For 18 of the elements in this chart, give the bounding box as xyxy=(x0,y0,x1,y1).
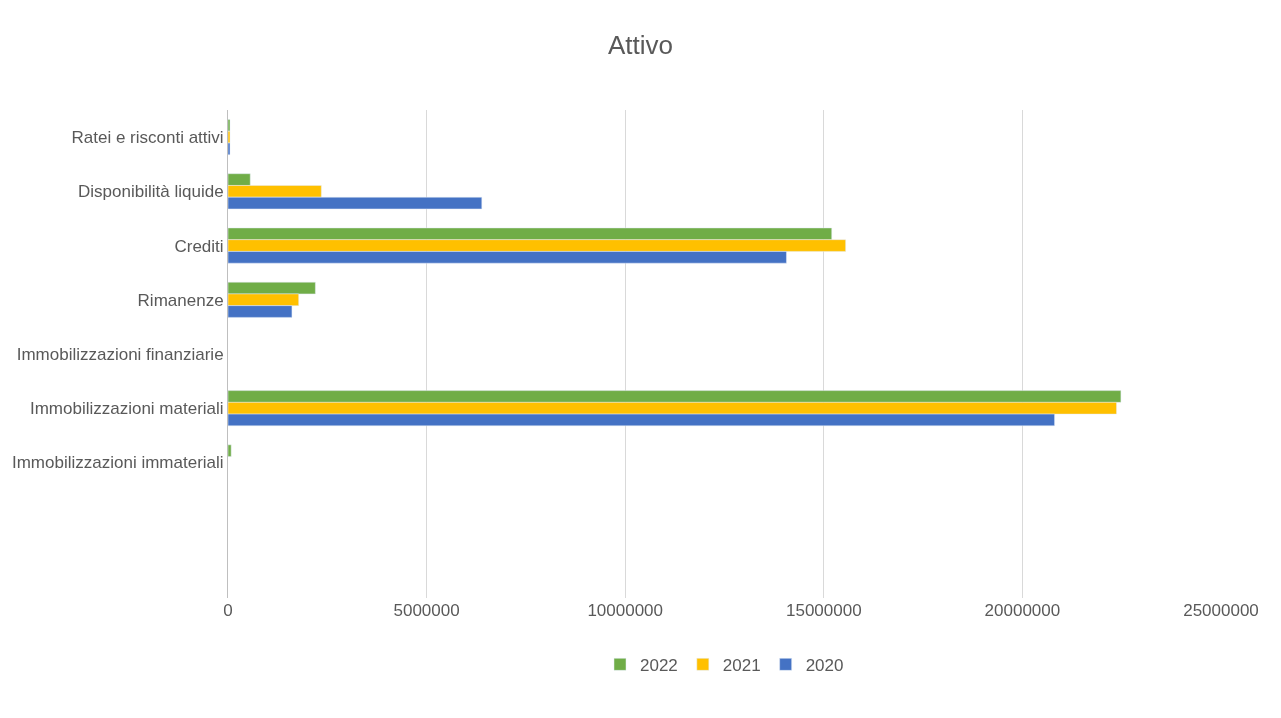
x-tick-label: 0 xyxy=(223,601,233,620)
y-tick-label: Immobilizzazioni immateriali xyxy=(11,453,224,473)
y-tick-label: Immobilizzazioni finanziarie xyxy=(16,344,224,364)
x-tick-label: 20000000 xyxy=(984,601,1061,620)
legend-label: 2022 xyxy=(640,655,678,675)
x-tick-label: 10000000 xyxy=(587,601,664,620)
y-tick-label: Disponibilità liquide xyxy=(78,182,224,202)
x-tick-label: 25000000 xyxy=(1183,601,1259,620)
x-tick-label: 5000000 xyxy=(393,601,460,620)
legend-label: 2021 xyxy=(722,655,761,675)
y-tick-label: Crediti xyxy=(174,236,224,256)
bar xyxy=(228,444,232,457)
y-tick-label: Rimanenze xyxy=(137,290,224,310)
legend-label: 2020 xyxy=(805,655,844,675)
y-tick-label: Immobilizzazioni materiali xyxy=(29,399,224,419)
y-tick-label: Ratei e risconti attivi xyxy=(71,128,224,148)
chart-title: Attivo xyxy=(607,30,674,61)
x-tick-label: 15000000 xyxy=(785,601,862,620)
